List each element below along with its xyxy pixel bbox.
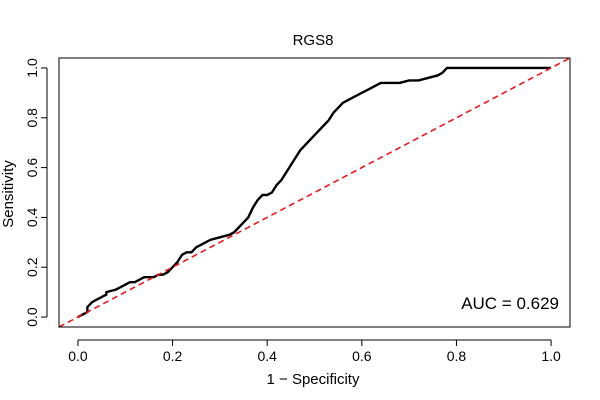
x-axis-label: 1 − Specificity [267, 371, 360, 388]
x-tick-label: 0.6 [352, 348, 372, 364]
roc-curve-line [77, 66, 552, 319]
x-tick-label: 0.2 [163, 348, 183, 364]
auc-annotation: AUC = 0.629 [461, 294, 559, 313]
plot-frame [58, 57, 571, 328]
x-tick-label: 1.0 [541, 348, 561, 364]
chart-title: RGS8 [293, 32, 334, 49]
y-tick-label: 1.0 [24, 58, 40, 78]
y-tick-label: 0.0 [24, 307, 40, 327]
x-tick-label: 0.0 [68, 348, 88, 364]
plot-area [58, 57, 571, 328]
y-tick-label: 0.2 [24, 257, 40, 277]
y-tick-label: 0.8 [24, 108, 40, 128]
y-tick-label: 0.4 [24, 207, 40, 227]
y-tick-label: 0.6 [24, 158, 40, 178]
x-tick-label: 0.8 [447, 348, 467, 364]
axes: 0.0 0.2 0.4 0.6 0.8 1.0 0.0 0.2 0.4 0.6 0.8 1.0 [24, 57, 571, 364]
x-tick-label: 0.4 [257, 348, 277, 364]
y-axis-label: Sensitivity [0, 160, 17, 228]
reference-diagonal-line [58, 57, 571, 328]
